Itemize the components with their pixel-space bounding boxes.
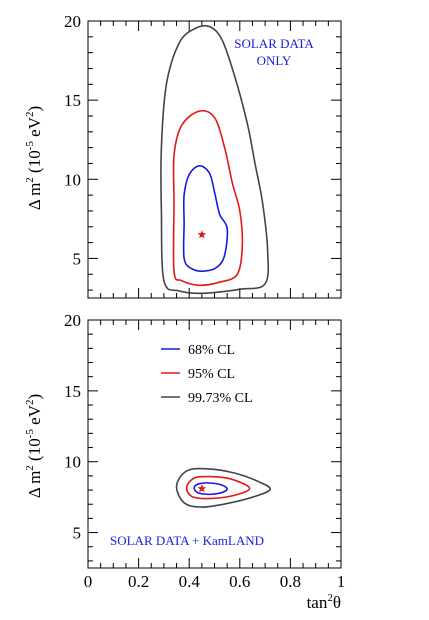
best-fit-marker [197, 230, 207, 239]
legend-label: 95% CL [188, 367, 235, 382]
contour-curves [175, 467, 272, 508]
y-tick-labels: 5 10 15 20 [64, 12, 81, 268]
y-tick-labels: 5 10 15 20 [64, 311, 81, 543]
x-tick-labels: 0 0.2 0.4 0.6 0.8 1 [84, 572, 346, 591]
y-tick-label: 20 [64, 12, 81, 31]
plot-frame [87, 20, 342, 299]
y-tick-label: 10 [64, 453, 81, 472]
contour-99-73-cl [160, 24, 270, 295]
x-tick-label: 0.4 [179, 572, 201, 591]
x-tick-label: 1 [337, 572, 346, 591]
best-fit-star [197, 484, 207, 493]
plot-area [87, 20, 342, 299]
contour-68-cl [193, 482, 229, 496]
legend-label: 68% CL [188, 343, 235, 358]
bottom-panel: 5 10 15 20 0 0.2 0.4 0.6 0.8 1 Δ m2 (10-5 eV2) t… [24, 311, 345, 612]
y-tick-label: 5 [73, 249, 82, 268]
legend-label: 99.73% CL [188, 391, 253, 406]
x-axis-label: tan2θ [307, 592, 341, 612]
axis-ticks [88, 20, 341, 298]
annotation-line-1: SOLAR DATA + KamLAND [110, 533, 264, 548]
contour-99-73-cl [175, 467, 272, 508]
x-tick-label: 0.2 [128, 572, 149, 591]
contour-95-cl [185, 475, 251, 500]
annotation-line-2: ONLY [257, 53, 292, 68]
y-axis-label: Δ m2 (10-5 eV2) [24, 106, 44, 210]
best-fit-marker [197, 484, 207, 493]
annotation-line-1: SOLAR DATA [234, 36, 314, 51]
y-axis-label: Δ m2 (10-5 eV2) [24, 394, 44, 498]
x-tick-label: 0.8 [280, 572, 301, 591]
y-tick-label: 10 [64, 170, 81, 189]
contour-95-cl [172, 109, 244, 287]
best-fit-star [197, 230, 207, 239]
plot-area [87, 319, 342, 569]
x-tick-label: 0 [84, 572, 93, 591]
axis-ticks [88, 319, 341, 568]
x-tick-label: 0.6 [229, 572, 250, 591]
legend: 68% CL 95% CL 99.73% CL [161, 343, 253, 406]
contour-curves [160, 24, 270, 295]
y-tick-label: 15 [64, 382, 81, 401]
y-tick-label: 5 [73, 524, 82, 543]
top-panel: 5 10 15 20 Δ m2 (10-5 eV2) SOLAR DATA ONLY [24, 12, 342, 299]
y-tick-label: 15 [64, 91, 81, 110]
contour-68-cl [182, 165, 229, 272]
y-tick-label: 20 [64, 311, 81, 330]
